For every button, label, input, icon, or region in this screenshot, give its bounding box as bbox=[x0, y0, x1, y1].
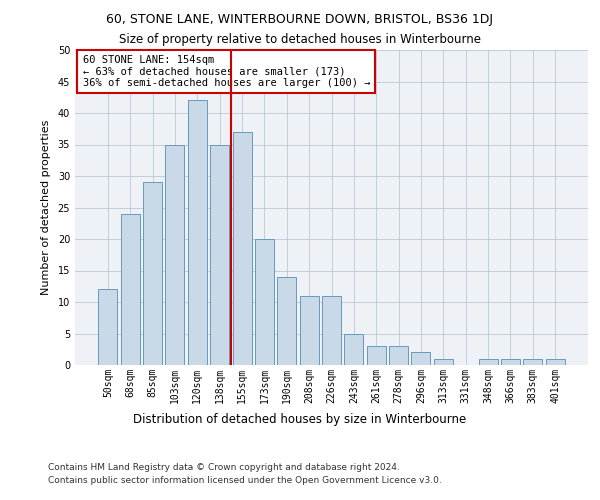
Text: 60 STONE LANE: 154sqm
← 63% of detached houses are smaller (173)
36% of semi-det: 60 STONE LANE: 154sqm ← 63% of detached … bbox=[83, 54, 370, 88]
Text: Contains HM Land Registry data © Crown copyright and database right 2024.: Contains HM Land Registry data © Crown c… bbox=[48, 462, 400, 471]
Bar bbox=[255, 239, 274, 365]
Text: Size of property relative to detached houses in Winterbourne: Size of property relative to detached ho… bbox=[119, 32, 481, 46]
Bar bbox=[367, 346, 386, 365]
Bar bbox=[545, 358, 565, 365]
Text: Distribution of detached houses by size in Winterbourne: Distribution of detached houses by size … bbox=[133, 412, 467, 426]
Y-axis label: Number of detached properties: Number of detached properties bbox=[41, 120, 50, 295]
Bar bbox=[412, 352, 430, 365]
Bar bbox=[210, 144, 229, 365]
Bar bbox=[299, 296, 319, 365]
Bar bbox=[501, 358, 520, 365]
Text: Contains public sector information licensed under the Open Government Licence v3: Contains public sector information licen… bbox=[48, 476, 442, 485]
Bar bbox=[344, 334, 364, 365]
Bar bbox=[98, 290, 118, 365]
Bar bbox=[322, 296, 341, 365]
Bar bbox=[479, 358, 497, 365]
Bar bbox=[277, 277, 296, 365]
Bar bbox=[233, 132, 251, 365]
Bar bbox=[121, 214, 140, 365]
Text: 60, STONE LANE, WINTERBOURNE DOWN, BRISTOL, BS36 1DJ: 60, STONE LANE, WINTERBOURNE DOWN, BRIST… bbox=[107, 12, 493, 26]
Bar bbox=[166, 144, 184, 365]
Bar bbox=[143, 182, 162, 365]
Bar bbox=[434, 358, 453, 365]
Bar bbox=[523, 358, 542, 365]
Bar bbox=[389, 346, 408, 365]
Bar bbox=[188, 100, 207, 365]
